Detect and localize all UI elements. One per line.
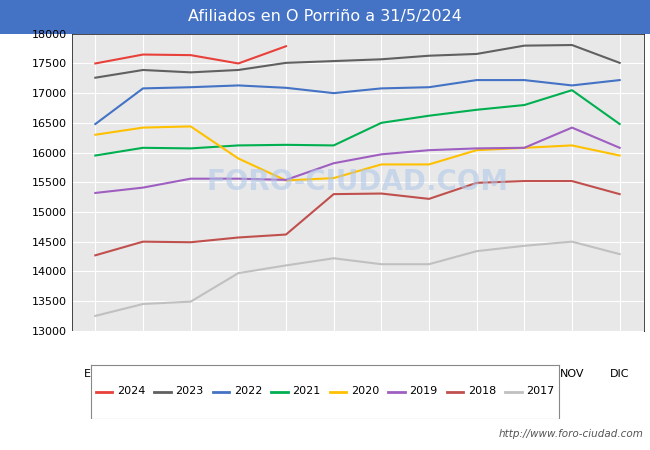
Text: 2021: 2021 (292, 387, 320, 396)
Text: Afiliados en O Porriño a 31/5/2024: Afiliados en O Porriño a 31/5/2024 (188, 9, 462, 24)
Text: http://www.foro-ciudad.com: http://www.foro-ciudad.com (499, 429, 644, 439)
Text: 2017: 2017 (526, 387, 554, 396)
Text: 2018: 2018 (468, 387, 496, 396)
Text: 2023: 2023 (176, 387, 203, 396)
Text: 2022: 2022 (234, 387, 262, 396)
Text: 2024: 2024 (117, 387, 145, 396)
Text: FORO-CIUDAD.COM: FORO-CIUDAD.COM (207, 168, 508, 196)
Text: 2020: 2020 (351, 387, 379, 396)
Text: 2019: 2019 (410, 387, 437, 396)
